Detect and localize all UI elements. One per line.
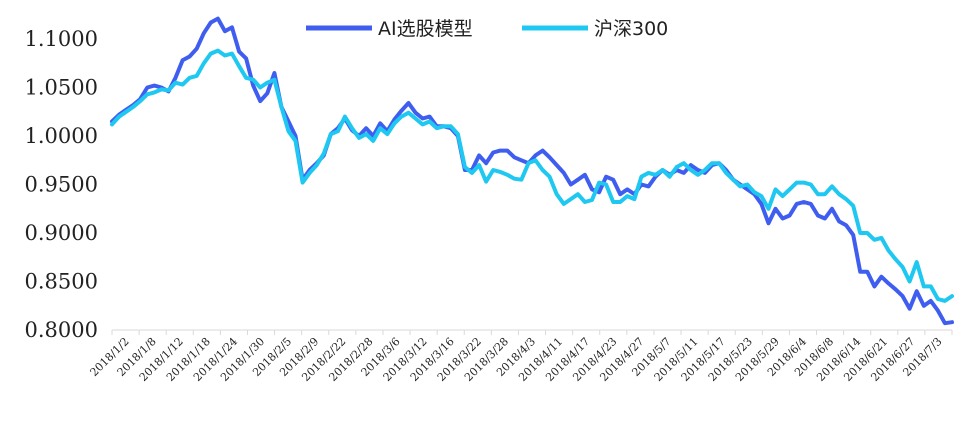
legend: AI选股模型 沪深300 xyxy=(306,18,668,40)
legend-label-ai-model: AI选股模型 xyxy=(378,18,473,40)
y-tick-label: 1.0000 xyxy=(25,124,98,148)
y-tick-label: 0.8500 xyxy=(25,270,98,294)
series-lines xyxy=(110,16,954,326)
series-line-csi300 xyxy=(110,48,954,303)
x-axis: 2018/1/22018/1/82018/1/122018/1/182018/1… xyxy=(88,330,953,384)
y-tick-label: 0.9500 xyxy=(25,173,98,197)
y-tick-label: 1.0500 xyxy=(25,76,98,100)
y-tick-label: 1.1000 xyxy=(25,27,98,51)
y-tick-label: 0.8000 xyxy=(25,318,98,342)
legend-label-csi300: 沪深300 xyxy=(594,18,668,40)
y-axis: 1.1000 1.0500 1.0000 0.9500 0.9000 0.8500 0.80… xyxy=(25,27,98,342)
y-tick-label: 0.9000 xyxy=(25,221,98,245)
